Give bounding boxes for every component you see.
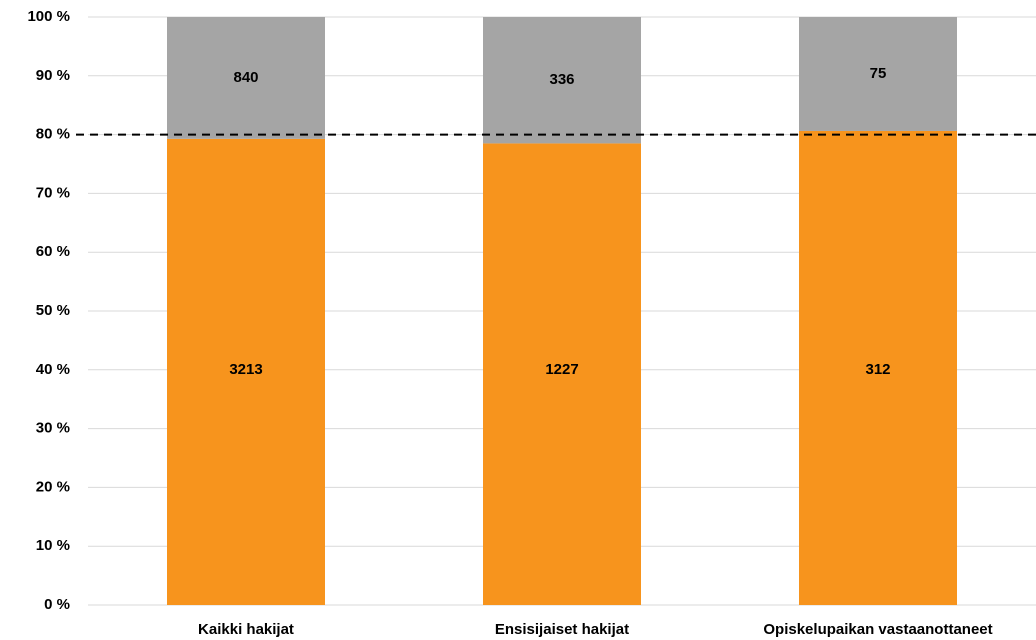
y-tick-label: 50 % [36,302,70,319]
data-label: 840 [233,69,258,86]
bar-segment [483,143,641,605]
y-tick-label: 80 % [36,126,70,143]
data-label: 312 [865,361,890,378]
y-tick-label: 90 % [36,67,70,84]
y-tick-label: 70 % [36,184,70,201]
data-label: 75 [870,65,887,82]
y-tick-label: 0 % [44,596,70,613]
y-tick-label: 20 % [36,478,70,495]
bar-segment [167,138,325,605]
x-tick-label: Opiskelupaikan vastaanottaneet [763,621,992,638]
data-label: 3213 [229,361,262,378]
y-tick-label: 40 % [36,361,70,378]
y-tick-label: 30 % [36,420,70,437]
y-tick-label: 60 % [36,243,70,260]
y-tick-label: 10 % [36,537,70,554]
bar-segment [167,17,325,139]
bar-segment [483,17,641,144]
data-label: 1227 [545,361,578,378]
bar-segment [799,130,957,605]
x-tick-label: Ensisijaiset hakijat [495,621,629,638]
bar-segment [799,17,957,131]
y-tick-label: 100 % [27,8,70,25]
x-tick-label: Kaikki hakijat [198,621,294,638]
data-label: 336 [549,71,574,88]
